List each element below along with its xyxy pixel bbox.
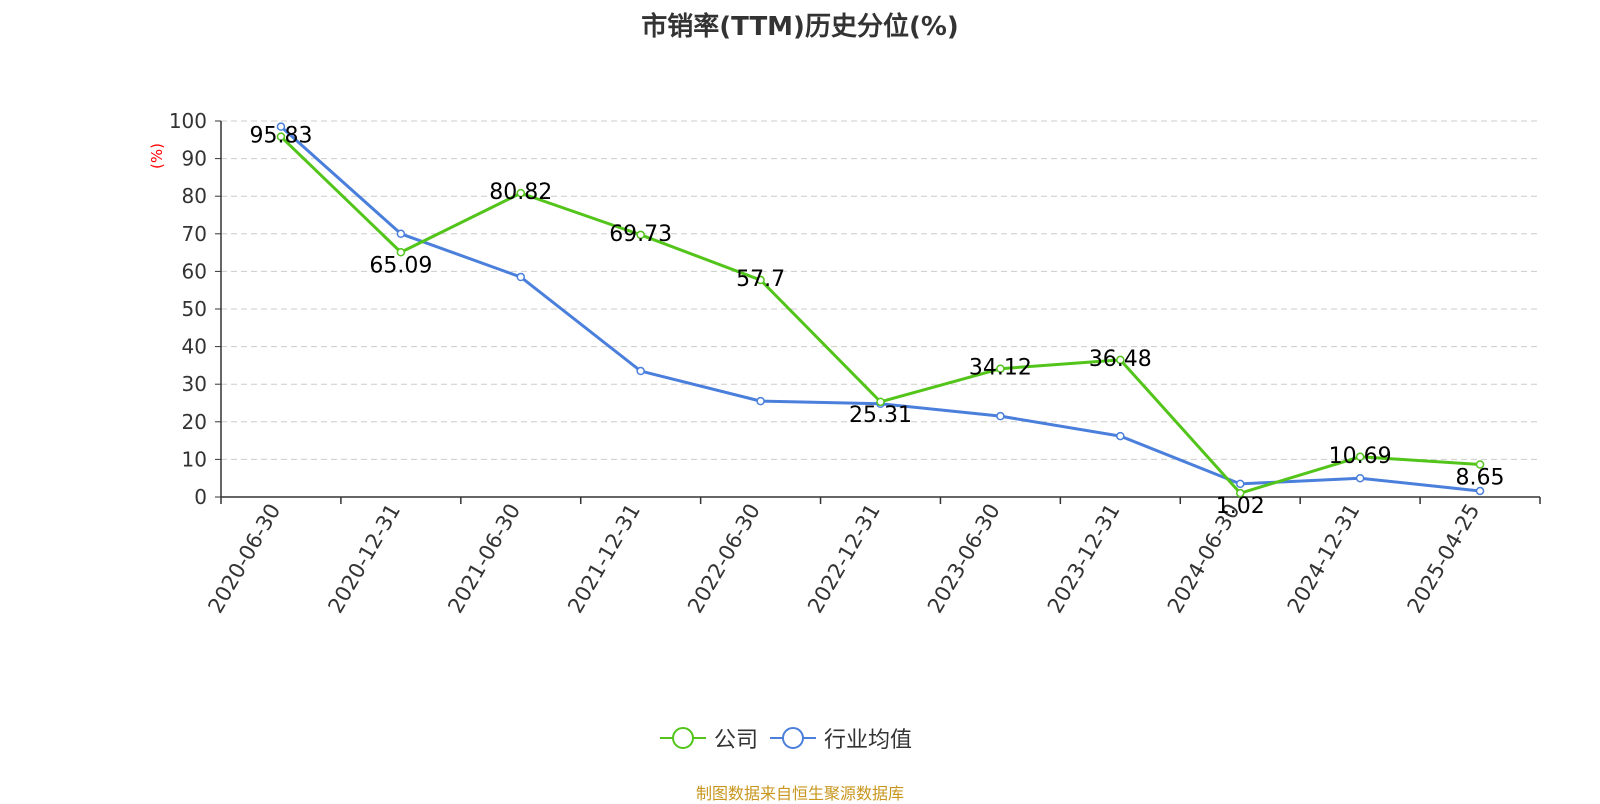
- y-tick-label: 70: [182, 222, 207, 246]
- legend-item-industry[interactable]: 行业均值: [770, 722, 912, 754]
- legend: 公司 行业均值: [660, 722, 924, 754]
- data-point-industry: [516, 272, 526, 282]
- data-point-company: [636, 230, 645, 240]
- data-point-company: [876, 397, 885, 407]
- legend-line-icon: [660, 727, 706, 749]
- data-label: 36.48: [1089, 347, 1152, 372]
- data-label: 10.69: [1329, 444, 1392, 469]
- data-point-industry: [1355, 473, 1365, 483]
- data-point-industry: [1235, 479, 1245, 489]
- series-line-company: [279, 135, 1481, 495]
- data-label: 8.65: [1456, 465, 1505, 490]
- data-point-industry: [636, 366, 645, 376]
- data-label: 1.02: [1216, 494, 1265, 519]
- x-tick-label: 2020-06-30: [203, 500, 285, 618]
- x-tick-label: 2023-12-31: [1043, 500, 1125, 618]
- data-point-company: [1355, 452, 1365, 462]
- data-point-industry: [1116, 431, 1125, 441]
- data-label: 65.09: [369, 253, 432, 278]
- data-label: 95.83: [249, 124, 312, 149]
- x-tick-label: 2021-12-31: [563, 500, 645, 618]
- data-point-company: [756, 275, 765, 285]
- data-label: 69.73: [609, 222, 672, 247]
- y-tick-label: 100: [169, 109, 207, 133]
- data-label: 34.12: [969, 356, 1032, 381]
- data-point-industry: [996, 411, 1005, 421]
- x-tick-label: 2021-06-30: [443, 500, 525, 618]
- y-tick-label: 0: [194, 485, 207, 509]
- y-tick-label: 60: [182, 259, 207, 283]
- data-point-industry: [756, 396, 765, 406]
- series-lines: [276, 122, 1485, 498]
- chart-title: 市销率(TTM)历史分位(%): [641, 12, 959, 42]
- data-label: 25.31: [849, 403, 912, 428]
- y-tick-label: 80: [182, 184, 207, 208]
- x-tick-label: 2023-06-30: [923, 500, 1005, 618]
- data-point-company: [276, 132, 286, 141]
- legend-item-company[interactable]: 公司: [660, 722, 758, 754]
- legend-label-industry: 行业均值: [824, 728, 913, 753]
- data-point-industry: [396, 229, 406, 239]
- data-point-company: [516, 188, 526, 198]
- data-point-company: [1116, 355, 1125, 365]
- series-line-industry: [279, 125, 1481, 493]
- data-point-company: [996, 364, 1005, 373]
- data-label: 80.82: [489, 180, 552, 205]
- x-tick-label: 2022-12-31: [803, 500, 885, 618]
- y-axis-unit-label: (%): [148, 143, 166, 169]
- legend-line-icon: [770, 727, 817, 749]
- data-point-industry: [276, 122, 286, 131]
- source-note: 制图数据来自恒生聚源数据库: [695, 784, 904, 803]
- data-point-company: [396, 248, 406, 257]
- data-point-company: [1235, 488, 1245, 498]
- y-tick-label: 90: [182, 147, 207, 171]
- data-labels: 95.83 65.09 80.82 69.73 57.7 25.31 34.12 36.48 1…: [249, 124, 1504, 519]
- legend-label-company: 公司: [714, 728, 759, 753]
- data-point-company: [1475, 460, 1485, 469]
- data-point-industry: [1475, 486, 1485, 496]
- x-tick-label: 2024-12-31: [1283, 500, 1365, 618]
- y-tick-label: 20: [182, 410, 207, 434]
- y-tick-label: 10: [182, 447, 207, 471]
- x-tick-label: 2020-12-31: [323, 500, 405, 618]
- x-tick-label: 2022-06-30: [683, 500, 765, 618]
- y-tick-label: 30: [182, 372, 207, 396]
- data-label: 57.7: [736, 267, 785, 292]
- x-tick-label: 2025-04-25: [1403, 500, 1485, 618]
- y-tick-label: 40: [182, 335, 207, 359]
- y-tick-label: 50: [182, 297, 207, 321]
- line-chart: 0 10 20 30 40 50 60 70 80 90 100(%) 2020-06-30 2020-…: [148, 109, 1541, 618]
